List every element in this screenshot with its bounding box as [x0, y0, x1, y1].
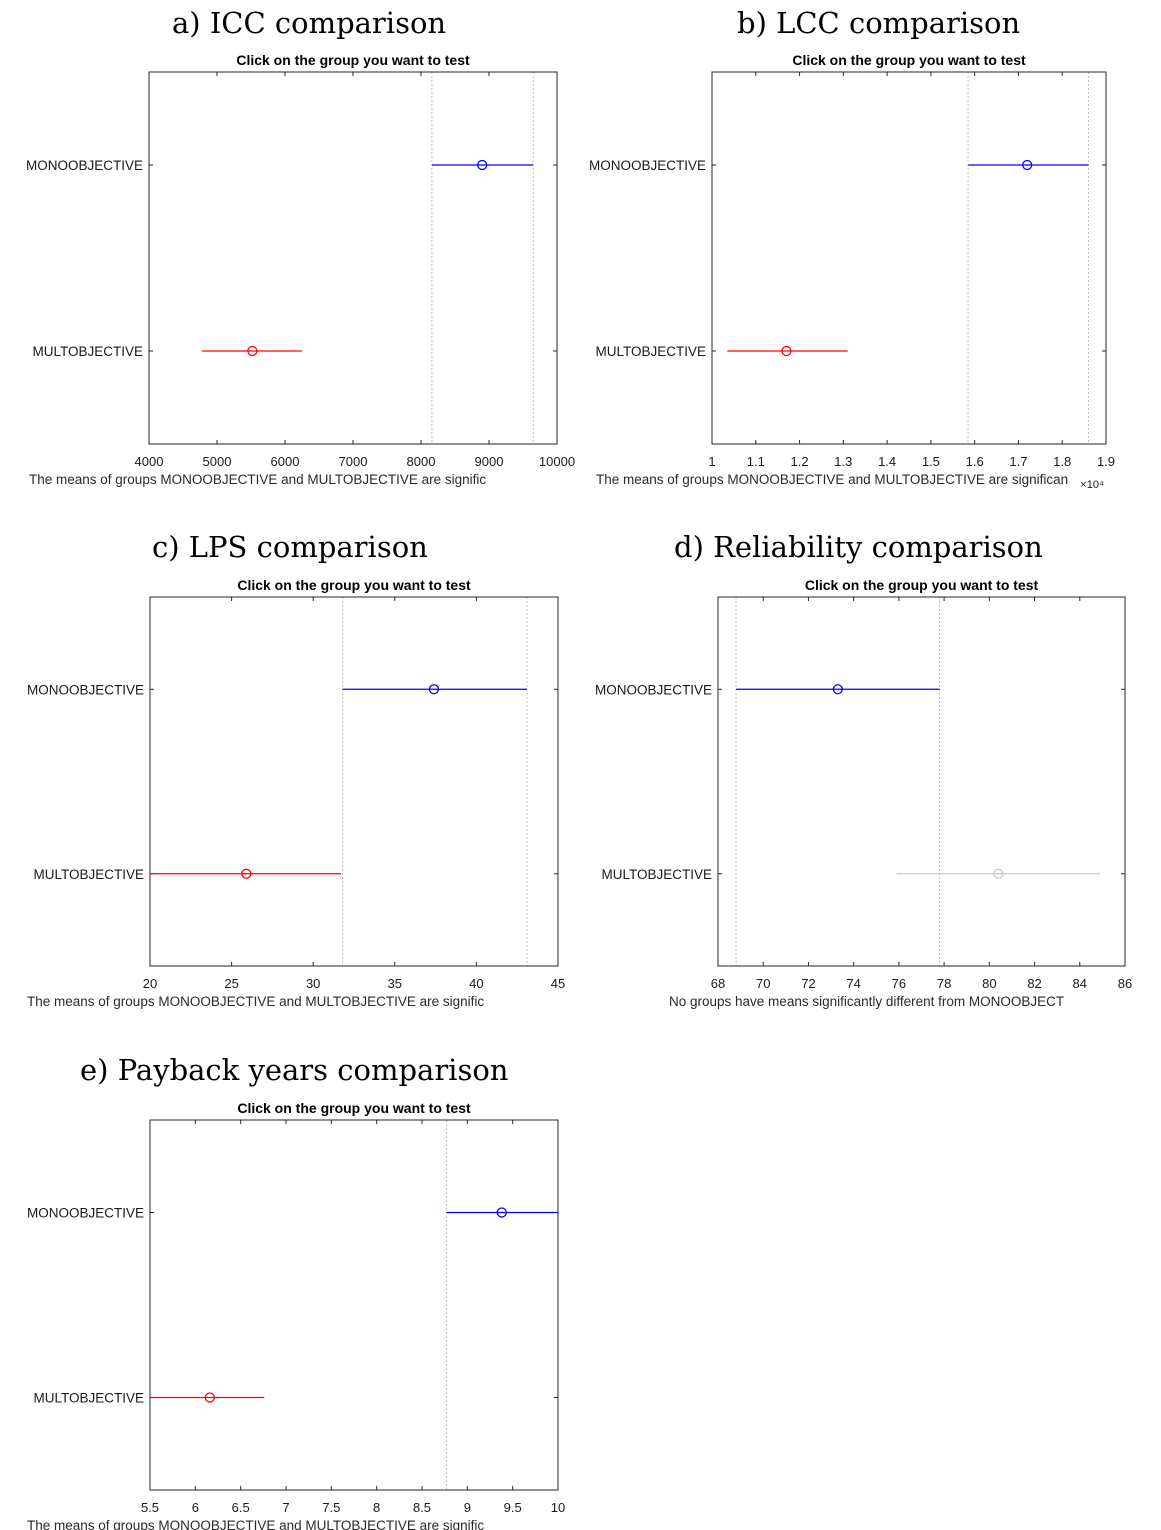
chart-panel: a) ICC comparison Click on the group you … [26, 6, 575, 487]
axis-exponent-label: ×10⁴ [1080, 479, 1104, 491]
chart-panel: b) LCC comparison Click on the group you … [589, 6, 1115, 491]
significance-caption: The means of groups MONOOBJECTIVE and MU… [29, 472, 486, 487]
group-mean-marker[interactable] [993, 868, 1004, 879]
x-tick-label: 76 [892, 976, 906, 991]
significance-caption: The means of groups MONOOBJECTIVE and MU… [27, 1518, 484, 1530]
significance-caption: The means of groups MONOOBJECTIVE and MU… [596, 472, 1068, 487]
category-label[interactable]: MULTOBJECTIVE [32, 344, 143, 359]
x-tick-label: 84 [1073, 976, 1087, 991]
x-tick-label: 82 [1027, 976, 1041, 991]
x-tick-label: 45 [551, 976, 565, 991]
category-label[interactable]: MULTOBJECTIVE [33, 1391, 144, 1406]
group-mean-marker[interactable] [428, 684, 440, 695]
category-label[interactable]: MONOOBJECTIVE [589, 158, 706, 173]
chart-panel: c) LPS comparison Click on the group you … [27, 530, 565, 1009]
x-tick-label: 1.8 [1053, 454, 1071, 469]
panel-heading: d) Reliability comparison [674, 530, 1043, 564]
plot-title: Click on the group you want to test [805, 577, 1039, 593]
x-tick-label: 20 [143, 976, 157, 991]
group-mean-marker[interactable] [832, 684, 843, 695]
x-tick-label: 5000 [203, 454, 232, 469]
x-tick-label: 6.5 [232, 1500, 250, 1515]
plot-title: Click on the group you want to test [237, 1100, 471, 1116]
group-mean-marker[interactable] [1022, 159, 1033, 171]
x-tick-label: 6 [192, 1500, 199, 1515]
x-tick-label: 1.9 [1097, 454, 1115, 469]
category-label[interactable]: MULTOBJECTIVE [33, 867, 144, 882]
plot-title: Click on the group you want to test [236, 52, 470, 68]
x-tick-label: 8.5 [413, 1500, 431, 1515]
x-tick-label: 1.5 [922, 454, 940, 469]
x-tick-label: 7.5 [322, 1500, 340, 1515]
group-mean-marker[interactable] [496, 1207, 507, 1218]
chart-panel: e) Payback years comparison Click on the … [27, 1053, 565, 1530]
chart-panel: d) Reliability comparison Click on the gr… [595, 530, 1132, 1009]
group-mean-marker[interactable] [204, 1392, 215, 1403]
x-tick-label: 9000 [475, 454, 504, 469]
group-mean-marker[interactable] [781, 345, 792, 357]
panel-heading: e) Payback years comparison [80, 1053, 508, 1087]
x-tick-label: 9.5 [504, 1500, 522, 1515]
x-tick-label: 10 [551, 1500, 565, 1515]
x-tick-label: 1.2 [791, 454, 809, 469]
category-label[interactable]: MONOOBJECTIVE [27, 682, 144, 697]
panel-heading: b) LCC comparison [737, 6, 1020, 40]
significance-caption: No groups have means significantly diffe… [669, 994, 1064, 1009]
x-tick-label: 30 [306, 976, 320, 991]
x-tick-label: 80 [982, 976, 996, 991]
x-tick-label: 68 [711, 976, 725, 991]
group-mean-marker[interactable] [247, 345, 258, 357]
x-tick-label: 9 [464, 1500, 471, 1515]
x-tick-label: 1.7 [1009, 454, 1027, 469]
panel-heading: a) ICC comparison [172, 6, 446, 40]
x-tick-label: 1.4 [878, 454, 896, 469]
x-tick-label: 4000 [135, 454, 164, 469]
x-tick-label: 7 [282, 1500, 289, 1515]
x-tick-label: 10000 [539, 454, 575, 469]
x-tick-label: 8000 [407, 454, 436, 469]
category-label[interactable]: MULTOBJECTIVE [595, 344, 706, 359]
x-tick-label: 72 [801, 976, 815, 991]
panel-heading: c) LPS comparison [152, 530, 428, 564]
plot-frame [711, 71, 1107, 445]
panels-group: a) ICC comparison Click on the group you … [26, 6, 1132, 1530]
category-label[interactable]: MONOOBJECTIVE [595, 682, 712, 697]
x-tick-label: 5.5 [141, 1500, 159, 1515]
x-tick-label: 6000 [271, 454, 300, 469]
group-mean-marker[interactable] [477, 159, 488, 171]
category-label[interactable]: MONOOBJECTIVE [26, 158, 143, 173]
x-tick-label: 1.6 [966, 454, 984, 469]
x-tick-label: 25 [224, 976, 238, 991]
x-tick-label: 7000 [339, 454, 368, 469]
x-tick-label: 1.1 [747, 454, 765, 469]
plot-frame [149, 596, 559, 967]
x-tick-label: 1 [708, 454, 715, 469]
category-label[interactable]: MULTOBJECTIVE [601, 867, 712, 882]
significance-caption: The means of groups MONOOBJECTIVE and MU… [27, 994, 484, 1009]
plot-title: Click on the group you want to test [237, 577, 471, 593]
x-tick-label: 86 [1118, 976, 1132, 991]
x-tick-label: 70 [756, 976, 770, 991]
plot-frame [149, 1119, 559, 1491]
x-tick-label: 1.3 [834, 454, 852, 469]
x-tick-label: 35 [388, 976, 402, 991]
x-tick-label: 8 [373, 1500, 380, 1515]
plot-frame [717, 596, 1126, 967]
plot-title: Click on the group you want to test [792, 52, 1026, 68]
plot-frame [148, 71, 558, 445]
x-tick-label: 40 [469, 976, 483, 991]
x-tick-label: 74 [846, 976, 860, 991]
group-mean-marker[interactable] [241, 868, 252, 879]
category-label[interactable]: MONOOBJECTIVE [27, 1206, 144, 1221]
x-tick-label: 78 [937, 976, 951, 991]
